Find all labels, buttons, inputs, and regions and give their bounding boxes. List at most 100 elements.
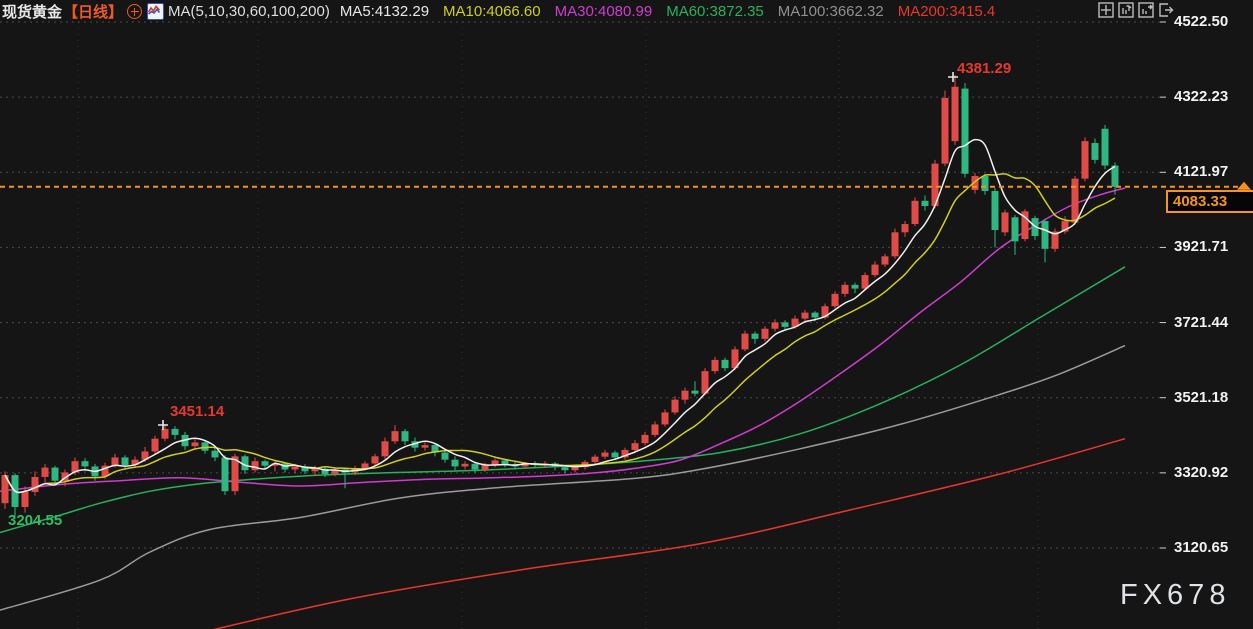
candle — [241, 454, 249, 474]
high-cross-marker — [158, 420, 168, 430]
candle — [1011, 215, 1019, 255]
candle — [721, 357, 729, 372]
ma-legend: MA5:4132.29 MA10:4066.60 MA30:4080.99 MA60:… — [340, 3, 995, 20]
candle — [661, 409, 669, 427]
candle — [151, 435, 159, 454]
candle — [801, 309, 809, 321]
candle — [641, 431, 649, 446]
candle — [871, 261, 879, 278]
crosshair-icon[interactable] — [1098, 2, 1114, 18]
candle — [971, 173, 979, 194]
candle — [1101, 124, 1109, 170]
y-axis-label: 3521.18 — [1174, 388, 1229, 406]
candle — [771, 319, 779, 332]
candle — [861, 272, 869, 291]
ma-value-label: MA30:4080.99 — [554, 3, 653, 20]
candle — [121, 455, 129, 470]
candle — [551, 461, 559, 471]
chart-logo-icon — [147, 3, 165, 20]
y-axis-label: 3320.92 — [1174, 463, 1229, 481]
chart-toolbar — [1098, 2, 1174, 18]
watermark: FX678 — [1120, 579, 1231, 611]
candle — [591, 454, 599, 465]
ma-line-ma100 — [0, 344, 1126, 611]
candle — [901, 221, 909, 237]
ma-value-label: MA100:3662.32 — [777, 3, 884, 20]
candle — [11, 473, 19, 517]
ma-line-ma200 — [212, 437, 1126, 629]
candle — [1001, 209, 1009, 237]
last-price-badge: 4083.33 — [1166, 190, 1253, 213]
candle — [431, 443, 439, 457]
candle — [191, 438, 199, 449]
candle — [371, 453, 379, 466]
candle — [1, 471, 9, 509]
candle — [161, 423, 169, 442]
ma-line-ma5 — [4, 138, 1116, 494]
ma-value-label: MA200:3415.4 — [897, 3, 996, 20]
y-axis-label: 3921.71 — [1174, 238, 1229, 256]
candle — [631, 440, 639, 453]
candle — [321, 466, 329, 477]
candle — [1061, 216, 1069, 234]
y-axis-label: 4522.50 — [1174, 13, 1229, 30]
candle — [461, 461, 469, 470]
candle — [671, 396, 679, 415]
candle — [831, 291, 839, 309]
candle — [1071, 176, 1079, 225]
candle — [41, 463, 49, 483]
export-chart-icon[interactable] — [1158, 2, 1174, 18]
ma-value-label: MA60:3872.35 — [666, 3, 764, 20]
candle — [451, 456, 459, 471]
candle — [301, 464, 309, 474]
candle — [1051, 228, 1059, 252]
y-axis-label: 3120.65 — [1174, 539, 1229, 556]
candle — [701, 368, 709, 396]
price-annotation: 3451.14 — [170, 403, 225, 420]
candle — [981, 173, 989, 195]
candle — [711, 356, 719, 374]
ma-parameters-label: MA(5,10,30,60,100,200) — [168, 3, 330, 20]
candle — [1021, 209, 1029, 242]
chart-header: 现货黄金 【日线】 MA(5,10,30,60,100,200) MA5:413… — [2, 0, 995, 23]
candle — [681, 387, 689, 404]
candle — [891, 228, 899, 259]
candle — [261, 459, 269, 470]
price-annotation: 4381.29 — [957, 60, 1012, 77]
candle — [991, 188, 999, 248]
candle — [501, 458, 509, 468]
candle — [1041, 218, 1049, 263]
candle — [851, 282, 859, 294]
ma-line-ma60 — [0, 266, 1126, 534]
candle — [931, 159, 939, 209]
ma-value-label: MA10:4066.60 — [443, 3, 541, 20]
candle — [471, 461, 479, 473]
candle — [751, 331, 759, 344]
candle — [911, 197, 919, 227]
candle — [961, 82, 969, 178]
candle — [171, 426, 179, 440]
candle — [441, 449, 449, 463]
candle — [381, 437, 389, 459]
candle — [781, 320, 789, 331]
candle — [401, 428, 409, 446]
zoom-to-left-icon[interactable] — [1118, 2, 1134, 18]
ma-line-ma30 — [0, 187, 1126, 492]
candle — [761, 326, 769, 342]
candle — [651, 421, 659, 438]
add-indicator-icon[interactable] — [127, 4, 143, 19]
candle — [421, 442, 429, 451]
candle — [51, 465, 59, 485]
candle — [921, 195, 929, 211]
candle — [951, 74, 959, 145]
last-price-arrow-icon — [1237, 181, 1251, 190]
candle — [491, 458, 499, 468]
candle — [1111, 162, 1119, 195]
candle — [251, 457, 259, 473]
symbol-name: 现货黄金 — [2, 4, 63, 21]
zoom-to-right-icon[interactable] — [1138, 2, 1154, 18]
candle — [211, 447, 219, 462]
candle — [841, 281, 849, 297]
